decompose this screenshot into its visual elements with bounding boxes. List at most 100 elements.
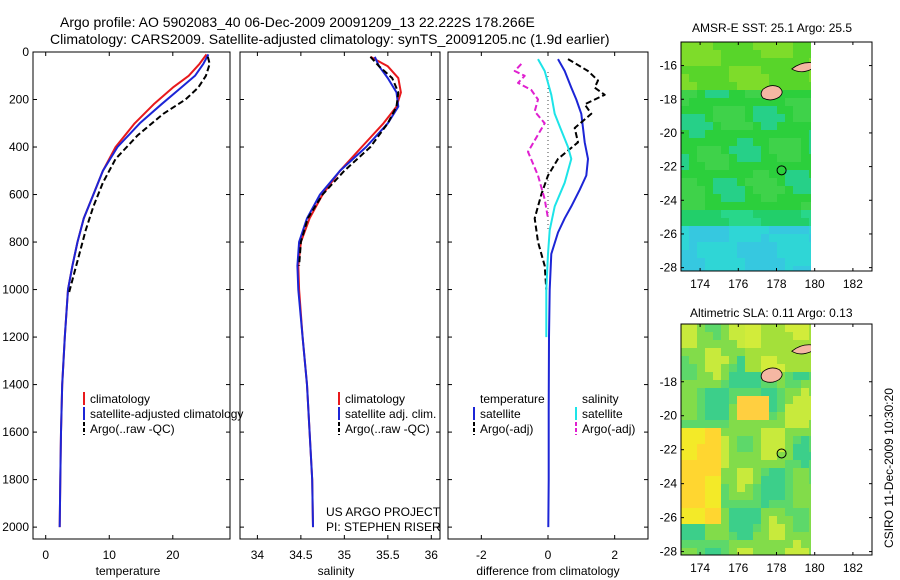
map-cell: [745, 388, 754, 397]
map-cell: [769, 250, 778, 259]
series-line-argo-raw-qc-: [298, 56, 400, 266]
map-cell: [705, 548, 714, 555]
map-cell: [697, 226, 706, 235]
map-cell: [745, 98, 754, 107]
map-cell: [785, 404, 794, 413]
map-cell: [761, 42, 770, 51]
map-cell: [785, 476, 794, 485]
map-cell: [737, 82, 746, 91]
map-cell: [753, 106, 762, 115]
map-cell: [713, 50, 722, 59]
map-cell: [705, 484, 714, 493]
map-cell: [753, 218, 762, 227]
map-cell: [761, 122, 770, 131]
map-cell: [793, 484, 802, 493]
map-cell: [721, 412, 730, 421]
map-cell: [729, 532, 738, 541]
map-cell: [809, 356, 811, 365]
map-cell: [777, 74, 786, 83]
map-cell: [721, 202, 730, 211]
map-cell: [729, 218, 738, 227]
map-cell: [753, 468, 762, 477]
map-cell: [729, 250, 738, 259]
map-cell: [737, 428, 746, 437]
map-cell: [737, 58, 746, 67]
series-line-satellite-adj-clim-: [296, 56, 400, 528]
map-cell: [793, 548, 802, 555]
map-cell: [689, 146, 698, 155]
map-cell: [745, 516, 754, 525]
map-cell: [721, 122, 730, 131]
map-cell: [793, 324, 802, 333]
map-cell: [809, 372, 811, 381]
map-cell: [761, 492, 770, 501]
map-cell: [713, 396, 722, 405]
map-cell: [753, 58, 762, 67]
map-cell: [777, 258, 786, 267]
map-cell: [737, 66, 746, 75]
map-cell: [721, 388, 730, 397]
map-cell: [697, 106, 706, 115]
map-cell: [777, 122, 786, 131]
map-cell: [737, 50, 746, 59]
map-cell: [713, 74, 722, 83]
map-cell: [697, 524, 706, 533]
map-cell: [745, 146, 754, 155]
map-cell: [785, 428, 794, 437]
map-cell: [745, 348, 754, 357]
map-cell: [681, 250, 690, 259]
map-x-tick-label: 176: [728, 277, 748, 291]
map-cell: [729, 332, 738, 341]
map-cell: [705, 98, 714, 107]
map-cell: [801, 508, 810, 517]
map-cell: [737, 178, 746, 187]
x-tick-label: 2: [611, 548, 618, 562]
map-cell: [737, 74, 746, 83]
legend-label-argo: Argo(..raw -QC): [345, 422, 430, 436]
map-cell: [809, 468, 811, 477]
map-cell: [689, 50, 698, 59]
map-cell: [769, 388, 778, 397]
map-cell: [713, 258, 722, 267]
map-cell: [689, 484, 698, 493]
map-cell: [777, 516, 786, 525]
map-cell: [745, 428, 754, 437]
map-cell: [793, 242, 802, 251]
map-cell: [785, 226, 794, 235]
map-cell: [689, 98, 698, 107]
map-cell: [729, 540, 738, 549]
map-cell: [793, 372, 802, 381]
map-cell: [721, 436, 730, 445]
map-cell: [729, 524, 738, 533]
map-cell: [697, 492, 706, 501]
map-cell: [793, 404, 802, 413]
map-cell: [681, 106, 690, 115]
map-cell: [697, 170, 706, 179]
map-cell: [753, 98, 762, 107]
map-cell: [681, 444, 690, 453]
map-cell: [689, 234, 698, 243]
map-cell: [737, 194, 746, 203]
map-cell: [745, 42, 754, 51]
map-cell: [713, 332, 722, 341]
map-cell: [697, 404, 706, 413]
salinity-axis-ticks: 34 34.5 35 35.5 36: [240, 51, 440, 562]
map-cell: [785, 146, 794, 155]
series-line-climatology: [58, 53, 208, 528]
map-cell: [689, 452, 698, 461]
map-cell: [801, 452, 810, 461]
map-cell: [689, 412, 698, 421]
map-cell: [745, 266, 754, 271]
map-cell: [785, 548, 794, 555]
map-cell: [745, 66, 754, 75]
map-cell: [697, 130, 706, 139]
map-cell: [793, 500, 802, 509]
map-cell: [737, 250, 746, 259]
map-cell: [801, 492, 810, 501]
map-cell: [785, 122, 794, 131]
y-tick-label: 1600: [2, 425, 29, 439]
map-cell: [801, 364, 810, 373]
legend-label-argo: Argo(..raw -QC): [90, 422, 175, 436]
map-cell: [737, 508, 746, 517]
sst-map-field: [681, 42, 811, 271]
